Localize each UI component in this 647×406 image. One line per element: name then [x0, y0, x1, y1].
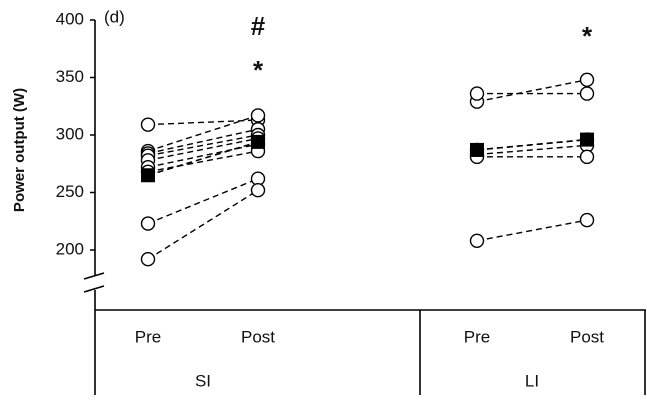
mean-point [251, 134, 265, 149]
subject-point [579, 72, 595, 88]
subject-point [579, 149, 595, 165]
group-label: LI [525, 371, 539, 390]
subject-line [476, 219, 588, 242]
y-tick-label: 300 [56, 124, 84, 143]
mean-point [141, 168, 155, 183]
subject-point [140, 216, 156, 231]
subject-line [147, 134, 259, 157]
x-tick-label: Pre [135, 327, 161, 346]
y-tick-label: 250 [56, 182, 84, 201]
group-label: SI [195, 371, 211, 390]
subject-line [147, 143, 259, 168]
subject-point [469, 86, 485, 101]
significance-mark: * [253, 55, 264, 85]
subject-line [147, 128, 259, 155]
subject-point [469, 233, 485, 249]
significance-mark: * [582, 21, 593, 51]
subject-point [250, 108, 266, 123]
subject-point [250, 182, 266, 198]
significance-mark: # [251, 11, 266, 41]
x-tick-label: Pre [464, 327, 490, 346]
y-tick-label: 400 [56, 9, 84, 28]
subject-line [476, 144, 588, 156]
subject-point [579, 212, 595, 228]
axis-break [83, 285, 105, 293]
mean-line [147, 141, 259, 177]
subject-point [140, 117, 156, 132]
subject-line [147, 189, 259, 260]
panel-label: (d) [104, 7, 125, 26]
x-tick-label: Post [570, 327, 604, 346]
subject-point [140, 252, 156, 267]
mean-point [580, 132, 594, 147]
y-tick-label: 350 [56, 67, 84, 86]
mean-point [470, 142, 484, 157]
x-tick-label: Post [241, 327, 275, 346]
subject-line [147, 137, 259, 161]
mean-line [476, 138, 588, 151]
y-tick-label: 200 [56, 239, 84, 258]
subject-line [476, 79, 588, 103]
subject-point [579, 86, 595, 101]
subject-line [147, 150, 259, 173]
y-axis-label: Power output (W) [11, 88, 28, 212]
axis-break [83, 272, 105, 280]
subject-line [147, 119, 259, 126]
